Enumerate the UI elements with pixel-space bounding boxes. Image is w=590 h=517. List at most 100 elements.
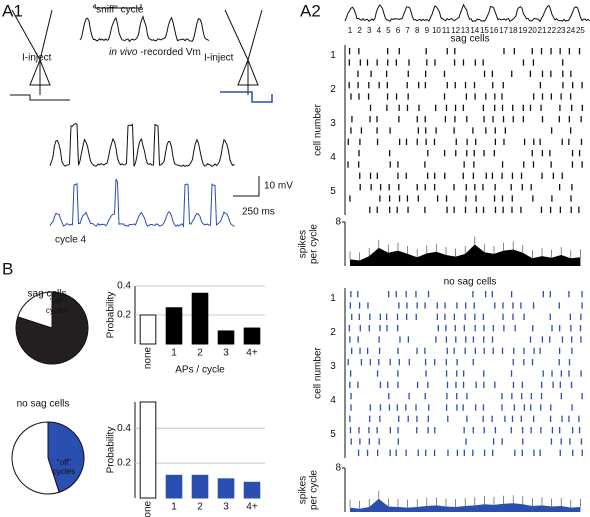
cell-label: 4 (330, 152, 336, 163)
cycle-number: 2 (357, 26, 362, 35)
voltage-trace (344, 3, 590, 23)
y-tick-label: 0.4 (117, 281, 131, 292)
cell-label: 5 (330, 429, 336, 440)
pie-slice (17, 291, 53, 329)
cycle-number: 10 (432, 26, 441, 35)
x-tick-label: 1 (171, 348, 177, 359)
axis-label: spikes (298, 230, 309, 258)
cell-label: 4 (330, 395, 336, 406)
axis-label: APs / cycle (175, 365, 225, 376)
pie-title: no sag cells (17, 399, 70, 410)
iinject: I-inject (204, 53, 234, 64)
cycle-number: 24 (566, 26, 575, 35)
x-tick-label: 4+ (246, 502, 258, 513)
rate-area (350, 244, 581, 266)
off-label: cycles (46, 306, 68, 315)
axis-label: cell number (313, 103, 324, 155)
cycle-number: 21 (538, 26, 547, 35)
x-tick-label: 1 (171, 502, 177, 513)
y-tick-label: 8 (335, 463, 341, 474)
pie-slice (47, 421, 85, 493)
cycle-number: 22 (547, 26, 556, 35)
cycle-number: 25 (576, 26, 585, 35)
y-tick-label: 0.2 (117, 458, 131, 469)
raster-title: no sag cells (444, 277, 497, 288)
cycle-number: 14 (470, 26, 479, 35)
cell-label: 5 (330, 186, 336, 197)
cycle-number: 11 (442, 26, 451, 35)
off-label: "off" (57, 458, 72, 467)
voltage-trace (49, 123, 235, 168)
y-tick-label: 0.4 (117, 423, 131, 434)
bar (243, 481, 261, 499)
scale-bar (233, 176, 260, 197)
cycle4-label: cycle 4 (55, 235, 87, 246)
cycle-number: 15 (480, 26, 489, 35)
bar (243, 327, 261, 345)
x-tick-label: 3 (223, 348, 229, 359)
cell-label: 1 (330, 293, 336, 304)
neuron-right (220, 9, 273, 103)
sniff-label: "sniff" cycle (93, 5, 144, 16)
bar (217, 478, 235, 499)
voltage-trace (79, 15, 210, 43)
cycle-number: 23 (557, 26, 566, 35)
bar (165, 307, 183, 345)
cycle-number: 4 (377, 26, 382, 35)
cycle-number: 1 (348, 26, 353, 35)
vm-label: in vivo -recorded Vm (109, 47, 201, 58)
cycle-number: 7 (405, 26, 410, 35)
bar (139, 314, 157, 345)
neuron-left (10, 9, 70, 101)
cycle-number: 16 (490, 26, 499, 35)
x-tick-label: 4+ (246, 348, 258, 359)
voltage-trace (49, 178, 235, 228)
bar (217, 330, 235, 345)
iinject: I-inject (22, 53, 52, 64)
off-label: "off" (50, 297, 65, 306)
axis-label: per cycle (309, 224, 320, 264)
cell-label: 2 (330, 327, 336, 338)
cycle-number: 9 (425, 26, 430, 35)
cycle-number: 12 (451, 26, 460, 35)
cell-label: 3 (330, 118, 336, 129)
vm-rest: -recorded Vm (140, 47, 201, 58)
x-tick-label: 2 (197, 502, 203, 513)
axis-label: cell number (313, 346, 324, 398)
panel-label: A2 (300, 1, 321, 20)
cell-label: 2 (330, 84, 336, 95)
cell-label: 1 (330, 50, 336, 61)
cycle-number: 8 (415, 26, 420, 35)
sniff-bracket (94, 4, 142, 9)
cycle-number: 6 (396, 26, 401, 35)
y-tick-label: 0.2 (117, 310, 131, 321)
pie-slice (11, 421, 60, 495)
pie-title: sag cells (28, 289, 67, 300)
y-tick-label: 8 (335, 217, 341, 228)
bar (191, 474, 209, 499)
x-tick-label: 3 (223, 502, 229, 513)
bar (165, 474, 183, 499)
bar (191, 292, 209, 345)
raster-title: sag cells (451, 34, 490, 45)
x-tick-label: none (143, 500, 154, 517)
cell-label: 3 (330, 361, 336, 372)
scale-ms: 250 ms (242, 207, 275, 218)
rate-area (350, 498, 581, 512)
cycle-number: 5 (386, 26, 391, 35)
cycle-number: 18 (509, 26, 518, 35)
bar (139, 401, 157, 499)
off-label: cycles (53, 467, 75, 476)
cycle-number: 19 (518, 26, 527, 35)
scale-mv: 10 mV (264, 181, 293, 192)
x-tick-label: none (143, 346, 154, 369)
x-tick-label: 2 (197, 348, 203, 359)
cycle-number: 20 (528, 26, 537, 35)
cycle-number: 3 (367, 26, 372, 35)
vm-italic: in vivo (109, 47, 138, 58)
panel-label: B (2, 259, 13, 278)
axis-label: spikes (298, 476, 309, 504)
axis-label: Probability (106, 292, 117, 339)
axis-label: Probability (106, 427, 117, 474)
